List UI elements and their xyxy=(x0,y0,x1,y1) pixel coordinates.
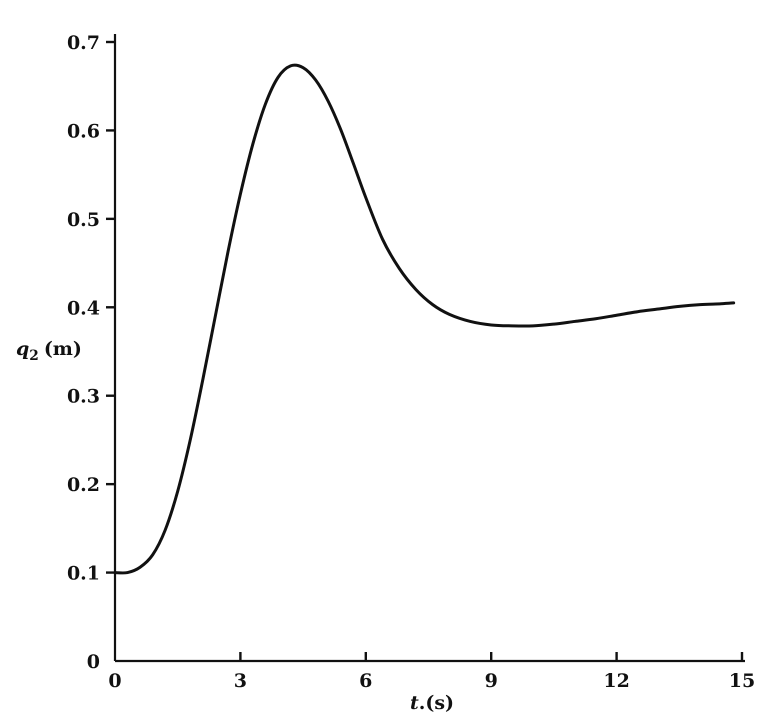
y-tick-label: 0 xyxy=(87,651,100,673)
y-tick-label: 0.5 xyxy=(67,209,100,231)
y-tick-label: 0.1 xyxy=(67,563,100,585)
x-tick-label: 12 xyxy=(603,670,629,692)
y-tick-label: 0.3 xyxy=(67,386,100,408)
y-tick-label: 0.4 xyxy=(67,297,100,319)
x-axis-label: t.(s) xyxy=(397,692,467,714)
y-axis-label: q2 (m) xyxy=(16,338,82,364)
response-curve xyxy=(113,63,736,575)
x-tick-label: 9 xyxy=(485,670,498,692)
x-axis-unit: .(s) xyxy=(418,692,455,714)
x-tick-label: 6 xyxy=(359,670,372,692)
y-tick-label: 0.2 xyxy=(67,474,100,496)
y-axis-unit: (m) xyxy=(43,338,82,360)
y-tick-label: 0.7 xyxy=(67,32,100,54)
y-axis-subscript: 2 xyxy=(29,347,39,364)
y-axis-variable: q xyxy=(16,338,30,360)
x-tick-label: 3 xyxy=(234,670,247,692)
x-axis-variable: t xyxy=(409,692,419,714)
x-tick-label: 0 xyxy=(108,670,121,692)
x-tick-label: 15 xyxy=(729,670,755,692)
y-tick-label: 0.6 xyxy=(67,120,100,142)
